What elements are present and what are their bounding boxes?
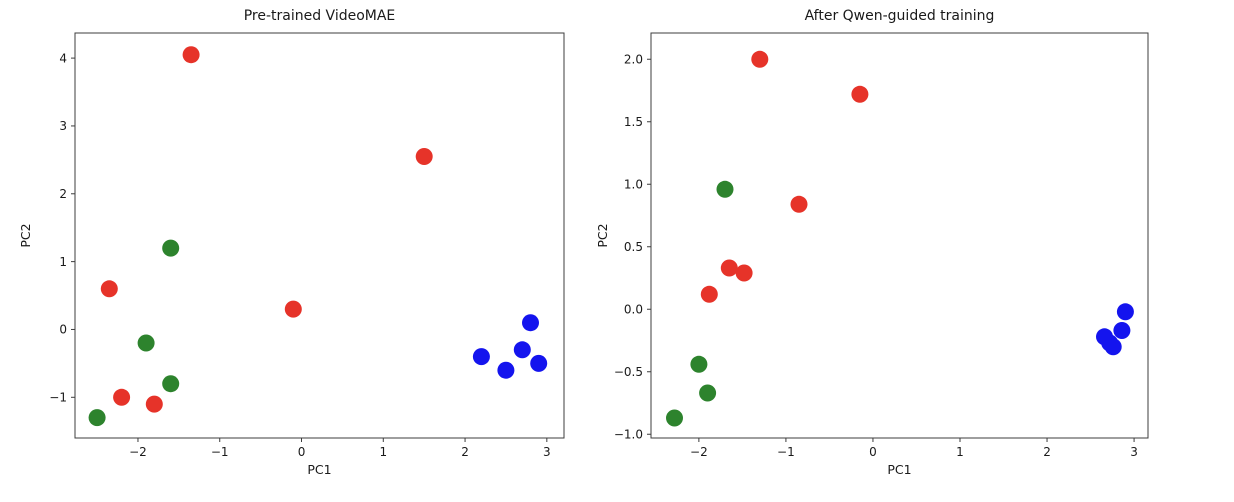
y-tick-label: 0.5 bbox=[624, 240, 643, 254]
data-point-cluster-red bbox=[100, 280, 118, 298]
data-point-cluster-red bbox=[415, 148, 433, 165]
right-data-points bbox=[666, 50, 1134, 427]
y-tick-label: 2 bbox=[59, 187, 67, 201]
data-point-cluster-red bbox=[182, 46, 200, 64]
data-point-cluster-red bbox=[700, 285, 718, 303]
data-point-cluster-blue bbox=[472, 348, 490, 366]
right-plot-title: After Qwen-guided training bbox=[805, 8, 995, 24]
data-point-cluster-green bbox=[716, 180, 734, 198]
left-ticks: −2 −1 0 1 2 3 −1 0 1 2 3 4 bbox=[49, 51, 550, 459]
data-point-cluster-red bbox=[145, 395, 163, 413]
data-point-cluster-green bbox=[699, 384, 717, 402]
data-point-cluster-red bbox=[751, 50, 769, 68]
x-tick-label: −2 bbox=[690, 445, 708, 459]
right-axes-frame bbox=[650, 32, 1149, 439]
y-tick-label: 3 bbox=[59, 119, 67, 133]
y-tick-label: 0 bbox=[59, 323, 67, 337]
x-tick-label: 1 bbox=[956, 445, 964, 459]
y-tick-label: −0.5 bbox=[614, 365, 643, 379]
data-point-cluster-blue bbox=[497, 361, 515, 379]
data-point-cluster-blue bbox=[1116, 303, 1134, 321]
right-x-axis-label: PC1 bbox=[887, 462, 911, 477]
right-ticks: −2 −1 0 1 2 3 −1.0 −0.5 0.0 0.5 1.0 1.5 2.0 bbox=[614, 52, 1138, 459]
data-point-cluster-red bbox=[113, 388, 131, 406]
data-point-cluster-green bbox=[162, 239, 180, 257]
data-point-cluster-blue bbox=[513, 341, 531, 359]
left-y-axis-label: PC2 bbox=[18, 223, 33, 247]
data-point-cluster-red bbox=[720, 259, 738, 277]
data-point-cluster-green bbox=[690, 355, 708, 373]
y-tick-label: −1 bbox=[49, 390, 67, 404]
data-point-cluster-blue bbox=[1113, 322, 1131, 339]
x-tick-label: 2 bbox=[1043, 445, 1051, 459]
data-point-cluster-green bbox=[666, 409, 683, 427]
left-plot-title: Pre-trained VideoMAE bbox=[244, 8, 396, 24]
left-x-axis-label: PC1 bbox=[307, 462, 331, 477]
left-plot: Pre-trained VideoMAE PC1 PC2 −2 −1 0 1 2 3 −1 0… bbox=[18, 8, 565, 477]
left-data-points bbox=[88, 46, 548, 427]
data-point-cluster-red bbox=[284, 300, 302, 318]
left-axes-frame bbox=[74, 32, 565, 439]
y-tick-label: 2.0 bbox=[624, 52, 643, 66]
x-tick-label: 1 bbox=[379, 445, 387, 459]
data-point-cluster-blue bbox=[1104, 338, 1122, 356]
x-tick-label: −2 bbox=[129, 445, 147, 459]
right-y-axis-label: PC2 bbox=[595, 223, 610, 247]
y-tick-label: 1.5 bbox=[624, 115, 643, 129]
data-point-cluster-blue bbox=[530, 354, 548, 372]
y-tick-label: 0.0 bbox=[624, 302, 643, 316]
x-tick-label: 0 bbox=[298, 445, 306, 459]
x-tick-label: 3 bbox=[543, 445, 551, 459]
data-point-cluster-red bbox=[735, 264, 753, 282]
y-tick-label: −1.0 bbox=[614, 427, 643, 441]
data-point-cluster-green bbox=[137, 334, 155, 352]
x-tick-label: −1 bbox=[211, 445, 229, 459]
y-tick-label: 4 bbox=[59, 51, 67, 65]
x-tick-label: 3 bbox=[1130, 445, 1138, 459]
y-tick-label: 1 bbox=[59, 255, 67, 269]
y-tick-label: 1.0 bbox=[624, 177, 643, 191]
data-point-cluster-green bbox=[88, 409, 106, 427]
data-point-cluster-red bbox=[790, 195, 808, 213]
x-tick-label: −1 bbox=[777, 445, 795, 459]
data-point-cluster-red bbox=[851, 85, 869, 103]
data-point-cluster-blue bbox=[522, 314, 539, 332]
x-tick-label: 2 bbox=[461, 445, 469, 459]
x-tick-label: 0 bbox=[869, 445, 877, 459]
right-plot: After Qwen-guided training PC1 PC2 −2 −1 0… bbox=[595, 8, 1149, 477]
data-point-cluster-green bbox=[162, 375, 180, 393]
